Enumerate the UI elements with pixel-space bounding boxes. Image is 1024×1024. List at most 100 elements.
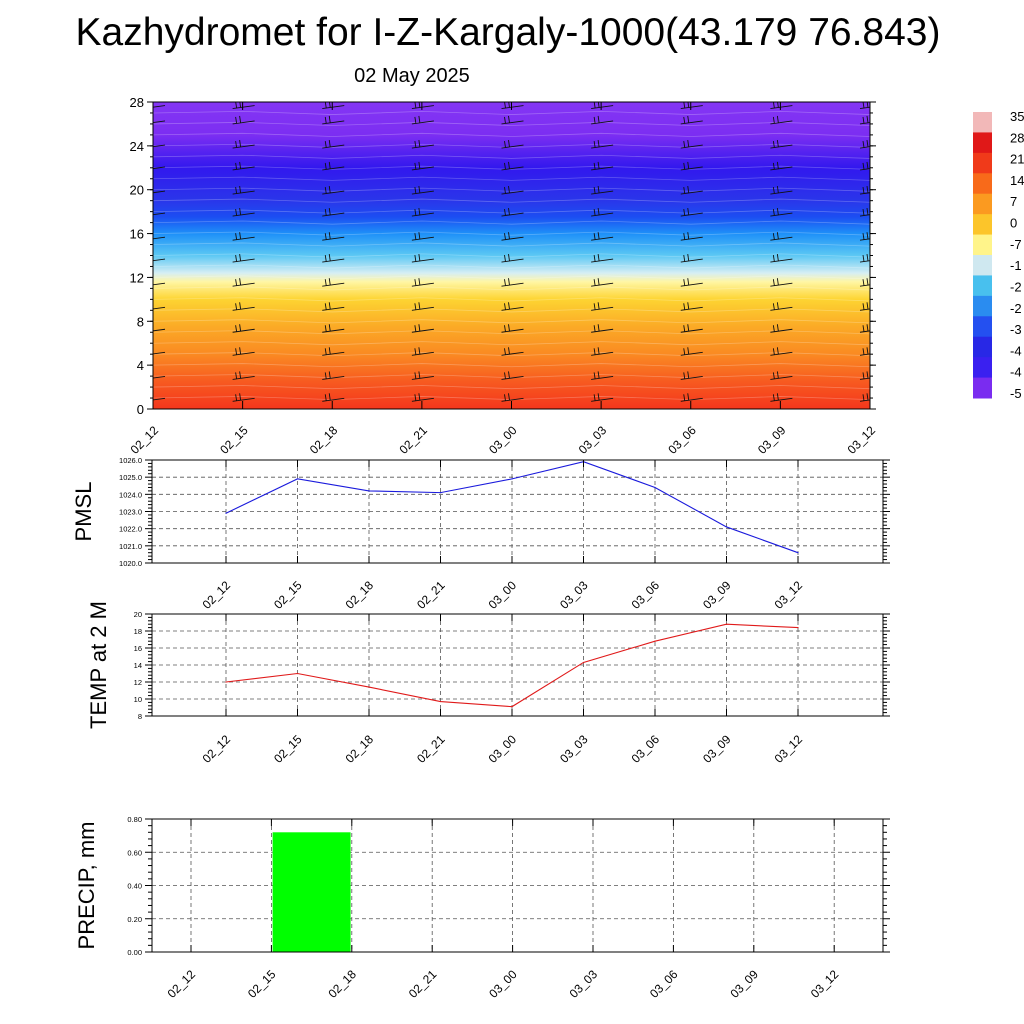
wind-barb-tick: [235, 102, 238, 109]
wind-barb-tick: [508, 371, 510, 379]
wind-barb-tick: [862, 255, 865, 262]
wind-barb-tick: [150, 278, 151, 285]
wind-barb-tick: [776, 254, 779, 262]
x-tick-label: 03_06: [629, 578, 663, 612]
x-tick-label: 03_12: [808, 967, 842, 1001]
y-tick-label: 0.60: [127, 848, 142, 857]
wind-barb-tick: [146, 303, 147, 310]
x-tick-label: 02_21: [406, 967, 440, 1001]
wind-barb-tick: [772, 208, 775, 216]
colorbar-swatch: [973, 214, 992, 236]
wind-barb-tick: [772, 140, 775, 148]
contour-line: [153, 385, 870, 390]
wind-barb-tick: [328, 324, 331, 332]
wind-barb-tick: [418, 102, 421, 108]
wind-barb-tick: [508, 102, 510, 108]
contour-line: [153, 264, 870, 269]
contour-line: [153, 231, 870, 236]
wind-barb-tick: [418, 139, 421, 148]
x-tick-label: 03_12: [772, 578, 806, 612]
wind-barb-tick: [508, 254, 510, 262]
wind-barb-tick: [504, 140, 506, 148]
y-tick-label: 1022.0: [119, 525, 142, 534]
wind-barb-tick: [504, 279, 506, 286]
wind-barb-tick: [597, 161, 600, 170]
wind-barb-tick: [683, 116, 686, 124]
x-tick-label: 02_18: [325, 967, 359, 1001]
wind-barb-tick: [146, 279, 147, 286]
colorbar-label: -1: [1010, 258, 1022, 273]
wind-barb-staff: [153, 328, 166, 332]
wind-barb-tick: [683, 303, 686, 310]
y-tick-label: 10: [134, 695, 142, 704]
contour-line: [153, 242, 870, 247]
wind-barb-tick: [508, 393, 510, 401]
data-point: [654, 640, 656, 642]
wind-barb-tick: [597, 371, 600, 379]
contour-line: [153, 198, 870, 203]
wind-barb-tick: [324, 102, 327, 109]
wind-barb-tick: [862, 140, 865, 148]
wind-barb-tick: [239, 102, 242, 108]
data-point: [725, 526, 728, 528]
wind-barb-staff: [153, 351, 166, 355]
wind-barb-staff: [153, 120, 166, 124]
wind-barb-tick: [150, 324, 151, 331]
wind-barb-tick: [593, 394, 596, 401]
contour-line: [153, 165, 870, 170]
wind-barb-tick: [866, 393, 869, 401]
x-tick-label: 03_09: [755, 423, 789, 457]
y-axis-label: PMSL: [71, 482, 96, 542]
wind-barb-tick: [862, 348, 865, 355]
y-tick-label: 12: [130, 270, 144, 285]
x-tick-label: 03_00: [486, 732, 520, 766]
wind-barb-tick: [593, 348, 596, 355]
wind-barb-tick: [683, 348, 686, 355]
wind-barb-tick: [504, 208, 506, 216]
wind-barb-tick: [146, 233, 147, 240]
y-tick-label: 4: [137, 358, 144, 373]
x-tick-label: 03_09: [700, 732, 734, 766]
wind-barb-tick: [146, 163, 147, 170]
y-tick-label: 18: [134, 627, 142, 636]
colorbar-swatch: [973, 173, 992, 195]
contour-line: [153, 319, 870, 324]
contour-line: [153, 110, 870, 115]
wind-barb-staff: [153, 144, 166, 148]
y-tick-label: 1020.0: [119, 559, 142, 568]
wind-barb-tick: [414, 116, 417, 124]
wind-barb-tick: [866, 371, 869, 379]
data-point: [439, 700, 442, 703]
wind-barb-tick: [593, 279, 596, 286]
wind-barb-tick: [146, 141, 147, 148]
x-tick-label: 02_12: [200, 732, 234, 766]
wind-barb-staff: [153, 166, 166, 170]
colorbar-swatch: [973, 275, 992, 297]
wind-barb-tick: [683, 255, 686, 262]
wind-barb-tick: [414, 208, 417, 216]
wind-barb-tick: [772, 303, 775, 310]
wind-barb-tick: [235, 372, 238, 379]
wind-barb-tick: [504, 348, 506, 355]
wind-barb-tick: [418, 232, 421, 240]
wind-barb-tick: [146, 325, 147, 332]
wind-barb-tick: [772, 116, 775, 124]
wind-barb-tick: [862, 208, 865, 216]
wind-barb-tick: [239, 115, 242, 123]
wind-barb-tick: [683, 102, 686, 109]
x-tick-label: 02_12: [165, 967, 199, 1001]
contour-line: [153, 209, 870, 214]
wind-barb-tick: [328, 254, 331, 262]
data-point: [439, 492, 442, 494]
wind-barb-tick: [418, 393, 421, 401]
y-tick-label: 0.00: [127, 948, 142, 957]
y-tick-label: 0.20: [127, 915, 142, 924]
contour-line: [153, 341, 870, 346]
wind-barb-tick: [593, 187, 596, 194]
wind-barb-tick: [776, 324, 779, 332]
y-tick-label: 0.80: [127, 815, 142, 824]
wind-barb-tick: [593, 116, 596, 124]
colorbar-swatch: [973, 255, 992, 276]
wind-barb-tick: [862, 303, 865, 310]
